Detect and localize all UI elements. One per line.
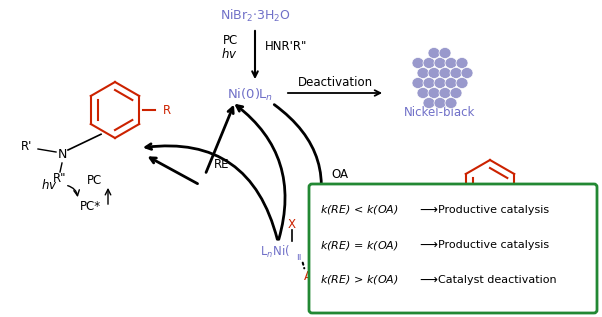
Text: N: N xyxy=(57,148,67,161)
Ellipse shape xyxy=(456,77,468,88)
Ellipse shape xyxy=(412,57,424,68)
Text: Productive catalysis: Productive catalysis xyxy=(438,205,549,215)
Ellipse shape xyxy=(445,77,457,88)
Ellipse shape xyxy=(434,77,446,88)
Text: $k$(RE) > $k$(OA): $k$(RE) > $k$(OA) xyxy=(320,274,399,287)
Text: X: X xyxy=(288,217,296,230)
FancyBboxPatch shape xyxy=(309,184,597,313)
Text: Productive catalysis: Productive catalysis xyxy=(438,240,549,250)
Ellipse shape xyxy=(445,57,457,68)
Ellipse shape xyxy=(450,87,462,99)
Ellipse shape xyxy=(428,68,440,79)
Text: R: R xyxy=(538,182,546,195)
Ellipse shape xyxy=(456,57,468,68)
Text: H: H xyxy=(341,222,349,235)
Ellipse shape xyxy=(417,87,429,99)
Text: L$_n$Ni(: L$_n$Ni( xyxy=(260,244,290,260)
Text: Deactivation: Deactivation xyxy=(297,75,373,88)
Text: R: R xyxy=(163,103,171,117)
Text: R': R' xyxy=(20,140,32,153)
Text: ): ) xyxy=(308,245,312,258)
Text: PC: PC xyxy=(87,173,102,186)
Text: Catalyst deactivation: Catalyst deactivation xyxy=(438,275,557,285)
Text: OA: OA xyxy=(332,169,349,182)
Text: R": R" xyxy=(53,171,67,184)
Ellipse shape xyxy=(434,98,446,108)
Ellipse shape xyxy=(423,98,435,108)
Text: ⟶: ⟶ xyxy=(419,238,437,251)
Ellipse shape xyxy=(434,57,446,68)
Text: Nickel-black: Nickel-black xyxy=(405,107,476,120)
Ellipse shape xyxy=(439,87,451,99)
Text: Ar: Ar xyxy=(303,269,317,282)
Text: $hv$: $hv$ xyxy=(222,47,238,61)
Text: ⟶: ⟶ xyxy=(419,204,437,217)
Ellipse shape xyxy=(450,68,462,79)
Text: PC*: PC* xyxy=(79,200,101,214)
Text: HNR'R": HNR'R" xyxy=(265,41,308,54)
Text: NR'R": NR'R" xyxy=(358,236,392,249)
Text: ⟶: ⟶ xyxy=(419,274,437,287)
Text: $hv$: $hv$ xyxy=(42,178,58,192)
Ellipse shape xyxy=(445,98,457,108)
Text: RE: RE xyxy=(214,158,230,171)
Text: $k$(RE) < $k$(OA): $k$(RE) < $k$(OA) xyxy=(320,204,399,217)
Text: NiBr$_2$$\cdot$3H$_2$O: NiBr$_2$$\cdot$3H$_2$O xyxy=(220,8,290,24)
Ellipse shape xyxy=(428,87,440,99)
Ellipse shape xyxy=(428,48,440,59)
Text: $k$(RE) = $k$(OA): $k$(RE) = $k$(OA) xyxy=(320,238,399,251)
Text: PC: PC xyxy=(223,34,238,47)
Text: Ni(0)L$_n$: Ni(0)L$_n$ xyxy=(227,87,273,103)
Text: X: X xyxy=(460,222,468,235)
Ellipse shape xyxy=(439,48,451,59)
Ellipse shape xyxy=(423,77,435,88)
Ellipse shape xyxy=(412,77,424,88)
Ellipse shape xyxy=(417,68,429,79)
Ellipse shape xyxy=(423,57,435,68)
Text: ıı: ıı xyxy=(296,252,302,262)
Ellipse shape xyxy=(439,68,451,79)
Ellipse shape xyxy=(461,68,473,79)
